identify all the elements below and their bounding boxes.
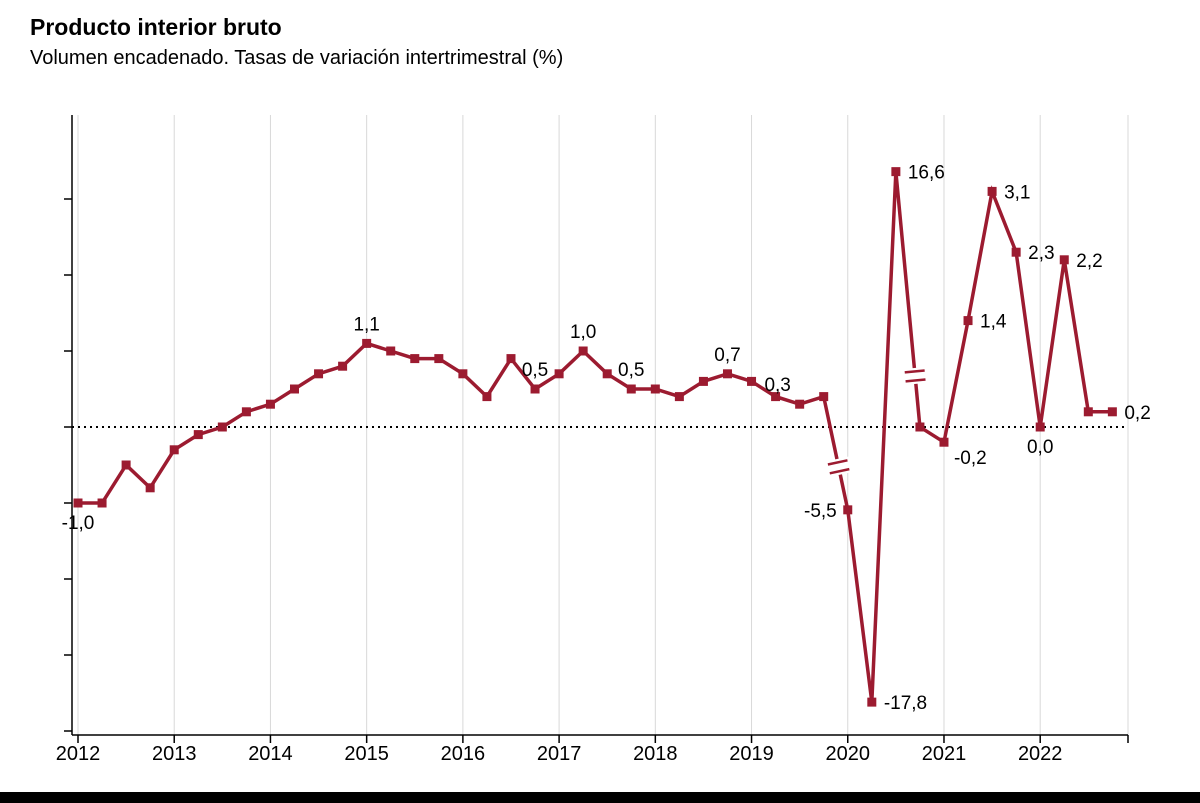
data-point xyxy=(1107,407,1117,417)
point-value-label: -5,5 xyxy=(804,501,837,522)
data-point xyxy=(1011,247,1021,257)
x-axis-year-label: 2015 xyxy=(344,743,389,765)
data-point xyxy=(121,460,131,470)
gdp-line-chart: -1,0 1,1 0,5 1,0 0,5 0,7 0,3 -5,5 -17,8 16,6 -0,2 1… xyxy=(0,100,1200,790)
point-value-label: 16,6 xyxy=(908,163,945,184)
x-axis-year-label: 2017 xyxy=(537,743,582,765)
data-point xyxy=(843,505,853,515)
point-value-label: -1,0 xyxy=(62,513,95,534)
data-point xyxy=(458,369,468,379)
data-point xyxy=(891,167,901,177)
x-axis-year-label: 2019 xyxy=(729,743,774,765)
data-point xyxy=(795,399,805,409)
data-point xyxy=(289,384,299,394)
data-point xyxy=(915,422,925,432)
data-point xyxy=(1059,255,1069,265)
data-point xyxy=(1035,422,1045,432)
x-axis-year-label: 2013 xyxy=(152,743,197,765)
axis-break-mark xyxy=(825,456,853,478)
data-point xyxy=(554,369,564,379)
point-value-label: 2,3 xyxy=(1028,243,1054,264)
axis-break-line xyxy=(827,459,848,466)
chart-header: Producto interior bruto Volumen encadena… xyxy=(30,14,563,70)
data-point xyxy=(987,186,997,196)
data-point xyxy=(939,437,949,447)
data-point xyxy=(963,316,973,326)
bottom-bar xyxy=(0,792,1200,803)
point-value-label: 0,5 xyxy=(618,360,644,381)
data-point xyxy=(193,430,203,440)
x-axis-year-label: 2012 xyxy=(56,743,101,765)
point-value-label: 1,4 xyxy=(980,312,1007,333)
gdp-chart-svg: -1,0 1,1 0,5 1,0 0,5 0,7 0,3 -5,5 -17,8 16,6 -0,2 1… xyxy=(56,115,1151,765)
data-point xyxy=(867,697,877,707)
axis-break-line xyxy=(904,369,925,374)
data-point xyxy=(626,384,636,394)
data-point xyxy=(314,369,324,379)
data-point xyxy=(602,369,612,379)
axis-break-line xyxy=(829,467,850,475)
data-point xyxy=(674,392,684,402)
data-point xyxy=(722,369,732,379)
data-point xyxy=(650,384,660,394)
data-point xyxy=(578,346,588,356)
data-point xyxy=(1083,407,1093,417)
point-value-label: 0,0 xyxy=(1027,437,1053,458)
data-point xyxy=(819,392,829,402)
x-axis-year-label: 2021 xyxy=(922,743,967,765)
point-value-label: 2,2 xyxy=(1076,251,1102,272)
data-point xyxy=(482,392,492,402)
x-axis-year-label: 2018 xyxy=(633,743,678,765)
point-value-label: 1,1 xyxy=(353,314,379,335)
axis-break-line xyxy=(905,378,926,383)
x-axis-year-label: 2014 xyxy=(248,743,293,765)
data-line xyxy=(78,171,1113,703)
data-point xyxy=(747,376,757,386)
point-value-label: -17,8 xyxy=(884,693,927,714)
point-value-label: 0,2 xyxy=(1124,403,1150,424)
data-point xyxy=(169,445,179,455)
data-point xyxy=(73,498,83,508)
data-point xyxy=(386,346,396,356)
data-point xyxy=(506,354,516,364)
data-point xyxy=(698,376,708,386)
data-point xyxy=(771,392,781,402)
point-value-label: 0,7 xyxy=(714,345,740,366)
x-axis-year-label: 2020 xyxy=(826,743,871,765)
data-point xyxy=(362,338,372,348)
data-point xyxy=(265,399,275,409)
data-point xyxy=(530,384,540,394)
data-point xyxy=(145,483,155,493)
chart-subtitle: Volumen encadenado. Tasas de variación i… xyxy=(30,47,564,69)
point-value-label: 0,3 xyxy=(764,375,790,396)
data-point xyxy=(338,361,348,371)
x-axis-year-label: 2016 xyxy=(441,743,486,765)
data-point xyxy=(217,422,227,432)
point-value-label: 0,5 xyxy=(522,360,548,381)
point-value-label: -0,2 xyxy=(954,448,987,469)
axis-break-mark xyxy=(902,366,928,386)
data-point xyxy=(410,354,420,364)
data-point xyxy=(434,354,444,364)
data-point xyxy=(97,498,107,508)
x-axis-year-label: 2022 xyxy=(1018,743,1063,765)
chart-title: Producto interior bruto xyxy=(30,14,282,40)
point-value-label: 1,0 xyxy=(570,322,596,343)
data-point xyxy=(241,407,251,417)
point-value-label: 3,1 xyxy=(1004,182,1030,203)
